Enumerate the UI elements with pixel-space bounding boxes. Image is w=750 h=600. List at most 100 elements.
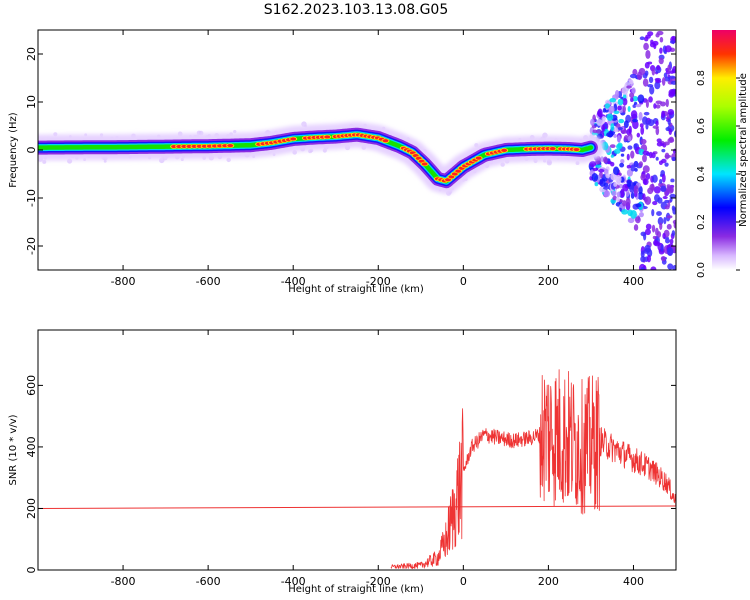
heatmap-scatter-dot xyxy=(613,182,618,187)
heatmap-peak xyxy=(290,137,297,141)
heatmap-scatter-dot xyxy=(673,221,676,229)
heatmap-scatter-dot xyxy=(627,145,633,150)
heatmap-scatter-dot xyxy=(613,110,620,115)
heatmap-scatter-dot xyxy=(633,143,638,149)
colorbar: 0.0 0.2 0.4 0.6 0.8 Normalized spectral ampl… xyxy=(696,30,749,278)
heatmap-scatter-dot xyxy=(623,134,629,142)
heatmap-scatter-dot xyxy=(664,238,671,244)
heatmap-scatter-dot xyxy=(636,132,641,138)
heatmap-scatter-dot xyxy=(661,148,666,153)
heatmap-scatter-dot xyxy=(613,133,617,138)
heatmap-scatter-dot xyxy=(652,200,658,206)
heatmap-scatter-dot xyxy=(594,181,599,187)
heatmap-scatter-dot xyxy=(667,119,671,126)
heatmap-scatter-dot xyxy=(653,239,659,246)
heatmap-scatter-dot xyxy=(592,167,599,172)
spectrum-x-tick-label: -800 xyxy=(111,275,136,288)
heatmap-scatter-dot xyxy=(622,200,627,207)
heatmap-scatter-dot xyxy=(594,123,598,127)
heatmap-scatter-dot xyxy=(640,138,647,145)
heatmap-scatter-dot xyxy=(645,34,651,39)
heatmap-scatter-dot xyxy=(591,173,599,182)
heatmap-scatter-dot xyxy=(619,162,625,168)
heatmap-scatter-dot xyxy=(671,230,676,237)
heatmap-scatter-dot xyxy=(614,90,620,98)
heatmap-scatter-dot xyxy=(640,267,645,270)
heatmap-scatter-dot xyxy=(620,153,625,157)
heatmap-scatter-dot xyxy=(648,76,654,84)
heatmap-scatter-dot xyxy=(649,183,655,191)
heatmap-scatter-dot xyxy=(645,50,651,59)
heatmap-scatter-dot xyxy=(617,127,623,131)
heatmap-scatter-dot xyxy=(645,223,652,230)
heatmap-scatter-dot xyxy=(589,160,597,168)
heatmap-scatter-dot xyxy=(601,124,606,133)
heatmap-scatter-dot xyxy=(655,156,659,161)
heatmap-scatter-dot xyxy=(597,108,603,118)
heatmap-scatter-dot xyxy=(649,85,655,95)
heatmap-scatter-dot xyxy=(667,247,674,257)
heatmap-scatter-dot xyxy=(666,186,672,193)
heatmap-scatter-dot xyxy=(657,217,664,226)
heatmap-scatter-dot xyxy=(664,205,670,210)
heatmap-scatter-dot xyxy=(666,215,673,219)
heatmap-scatter-dot xyxy=(669,40,676,44)
heatmap-scatter-dot xyxy=(622,105,626,113)
heatmap-scatter-dot xyxy=(664,199,670,204)
heatmap-scatter-dot xyxy=(640,126,645,135)
snr-x-axis-label: Height of straight line (km) xyxy=(288,584,424,595)
heatmap-scatter-dot xyxy=(613,166,620,176)
heatmap-peak xyxy=(382,139,389,143)
heatmap-scatter-dot xyxy=(652,125,659,129)
heatmap-scatter-dot xyxy=(601,116,606,122)
heatmap-scatter-dot xyxy=(608,105,615,114)
spectrum-x-tick-label: 0 xyxy=(460,275,467,288)
heatmap-scatter-dot xyxy=(661,110,666,119)
spectrum-y-tick-label: 20 xyxy=(25,47,38,61)
heatmap-scatter-dot xyxy=(635,203,642,208)
heatmap-scatter-dot xyxy=(648,96,653,103)
figure-title: S162.2023.103.13.08.G05 xyxy=(264,2,449,18)
heatmap-scatter-dot xyxy=(655,100,663,105)
snr-x-tick-label: -400 xyxy=(281,575,306,588)
spectrum-x-tick-label: -600 xyxy=(196,275,221,288)
heatmap-scatter-dot xyxy=(626,153,630,161)
snr-y-tick-label: 400 xyxy=(25,436,38,457)
heatmap-scatter-dot xyxy=(603,156,608,164)
heatmap-scatter-dot xyxy=(660,244,664,252)
heatmap-scatter-dot xyxy=(635,216,641,224)
heatmap-scatter-dot xyxy=(669,75,676,79)
heatmap-scatter-dot xyxy=(662,232,666,239)
heatmap-scatter-dot xyxy=(637,94,645,104)
heatmap-peak xyxy=(324,135,331,139)
heatmap-scatter-dot xyxy=(599,178,606,187)
heatmap-scatter-dot xyxy=(630,110,638,119)
heatmap-scatter-dot xyxy=(645,122,649,130)
heatmap-scatter-dot xyxy=(590,118,595,126)
heatmap-scatter-dot xyxy=(635,104,642,108)
heatmap-scatter-dot xyxy=(642,193,646,201)
heatmap-peak xyxy=(227,144,234,148)
heatmap-scatter-dot xyxy=(662,195,668,200)
heatmap-noise-dot xyxy=(42,159,47,164)
heatmap-scatter-dot xyxy=(667,64,671,74)
heatmap-scatter-dot xyxy=(644,196,652,205)
heatmap-scatter-dot xyxy=(642,165,650,173)
heatmap-scatter-dot xyxy=(596,119,603,126)
heatmap-scatter-dot xyxy=(642,154,647,163)
heatmap-scatter-dot xyxy=(627,105,631,112)
heatmap-scatter-dot xyxy=(666,223,672,230)
heatmap-scatter-dot xyxy=(659,36,664,43)
heatmap-scatter-dot xyxy=(669,193,676,199)
heatmap-scatter-dot xyxy=(652,235,657,240)
heatmap-scatter-dot xyxy=(670,80,676,85)
snr-ticks: -800 -600 -400 -200 0 200 400 0 200 400 600 xyxy=(25,330,676,588)
heatmap-scatter-dot xyxy=(640,250,645,258)
heatmap-scatter-dot xyxy=(655,79,662,84)
heatmap-scatter-dot xyxy=(648,151,653,159)
spectrum-y-axis-label: Frequency (Hz) xyxy=(8,112,19,188)
heatmap-scatter-dot xyxy=(625,197,631,207)
heatmap-scatter-dot xyxy=(638,111,643,121)
heatmap-scatter-dot xyxy=(645,172,651,180)
heatmap-scatter-dot xyxy=(616,135,621,143)
